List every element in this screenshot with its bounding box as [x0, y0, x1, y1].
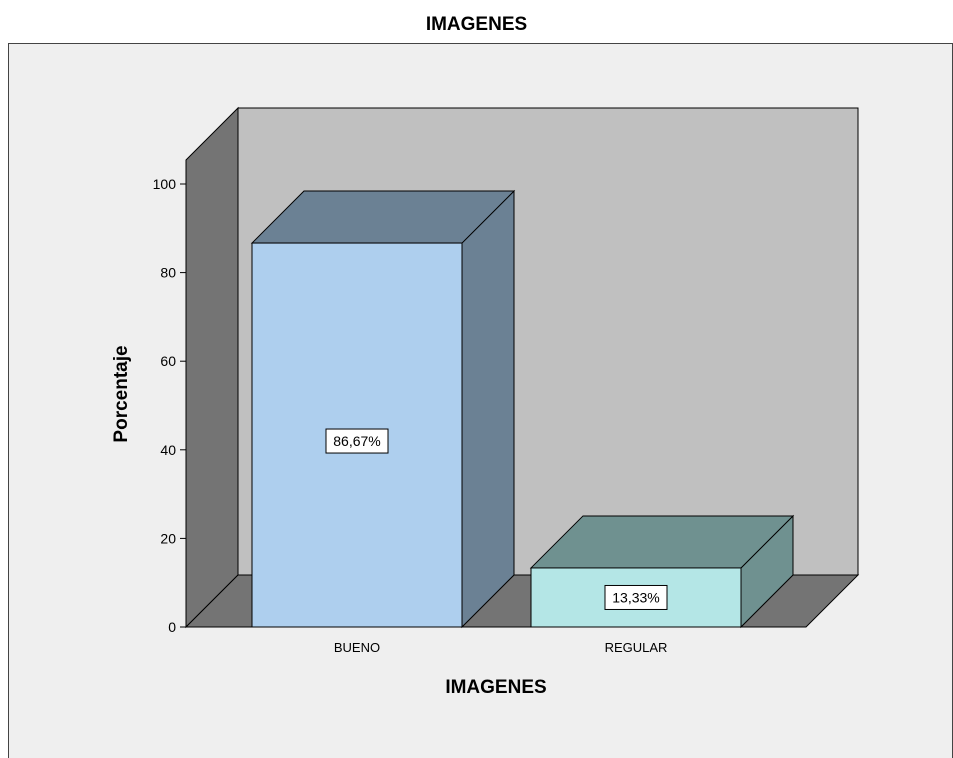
data-label-bueno: 86,67% [333, 433, 380, 449]
y-tick-label-4: 80 [160, 265, 176, 281]
y-tick-label-1: 20 [160, 530, 176, 546]
x-tick-label-bueno: BUENO [334, 640, 380, 655]
y-tick-label-5: 100 [153, 176, 177, 192]
bar-side-bueno [462, 191, 514, 627]
x-tick-label-regular: REGULAR [605, 640, 668, 655]
x-axis-title: IMAGENES [445, 677, 546, 698]
y-tick-label-2: 40 [160, 442, 176, 458]
y-tick-label-0: 0 [168, 619, 176, 635]
y-axis-title: Porcentaje [111, 345, 132, 442]
side-wall [186, 108, 238, 627]
data-label-regular: 13,33% [612, 589, 659, 605]
y-tick-label-3: 60 [160, 353, 176, 369]
